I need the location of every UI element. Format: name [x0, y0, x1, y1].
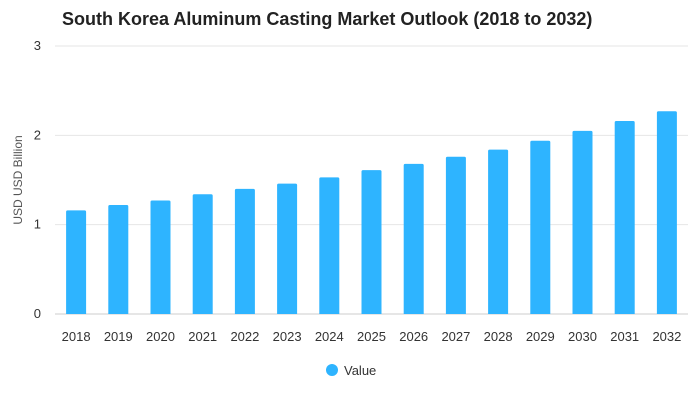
x-tick-label: 2025: [357, 329, 386, 344]
bar-2021[interactable]: [192, 194, 213, 314]
chart-title: South Korea Aluminum Casting Market Outl…: [62, 9, 592, 29]
x-tick-label: 2018: [62, 329, 91, 344]
x-tick-label: 2021: [188, 329, 217, 344]
bar-2029[interactable]: [530, 140, 551, 314]
x-tick-label: 2020: [146, 329, 175, 344]
bar-2018[interactable]: [66, 210, 87, 314]
x-tick-label: 2029: [526, 329, 555, 344]
bar-2020[interactable]: [150, 200, 171, 314]
x-tick-label: 2024: [315, 329, 344, 344]
y-tick-label: 3: [34, 38, 41, 53]
y-tick-label: 0: [34, 306, 41, 321]
y-axis-label: USD USD Billion: [11, 135, 25, 224]
x-tick-label: 2030: [568, 329, 597, 344]
bar-2030[interactable]: [572, 130, 593, 314]
y-axis-ticks: 0 1 2 3: [34, 38, 41, 321]
bar-2023[interactable]: [277, 183, 298, 314]
bar-2032[interactable]: [656, 111, 677, 314]
x-tick-label: 2022: [230, 329, 259, 344]
y-tick-label: 2: [34, 127, 41, 142]
legend-swatch-value: [326, 364, 338, 376]
bar-2031[interactable]: [614, 121, 635, 314]
bar-2027[interactable]: [445, 156, 466, 314]
bar-2024[interactable]: [319, 177, 340, 314]
y-tick-label: 1: [34, 217, 41, 232]
bar-2025[interactable]: [361, 170, 382, 314]
x-tick-label: 2019: [104, 329, 133, 344]
bar-2026[interactable]: [403, 163, 424, 314]
legend-label-value: Value: [344, 363, 376, 378]
bar-2019[interactable]: [108, 205, 129, 314]
legend[interactable]: Value: [326, 363, 376, 378]
x-tick-label: 2027: [441, 329, 470, 344]
x-axis-ticks: 2018 2019 2020 2021 2022 2023 2024 2025 2026 2027…: [62, 329, 682, 344]
x-tick-label: 2032: [652, 329, 681, 344]
x-tick-label: 2026: [399, 329, 428, 344]
x-tick-label: 2023: [273, 329, 302, 344]
bar-2028[interactable]: [488, 149, 509, 314]
bars: [66, 111, 677, 314]
x-tick-label: 2031: [610, 329, 639, 344]
x-tick-label: 2028: [484, 329, 513, 344]
bar-2022[interactable]: [234, 188, 255, 314]
